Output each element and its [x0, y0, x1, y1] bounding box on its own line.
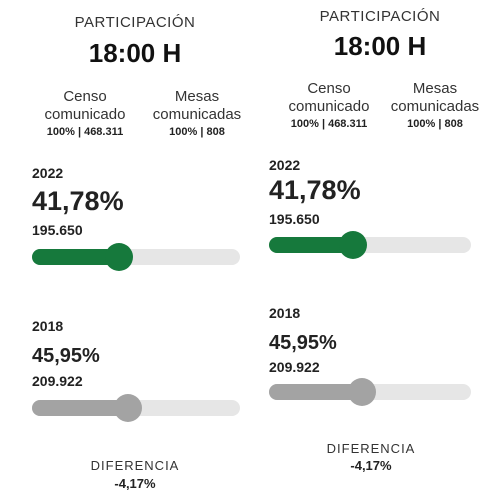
current-progress-knob — [339, 231, 367, 259]
previous-progress-knob — [114, 394, 142, 422]
mesas-label-line2: comunicadas — [390, 98, 480, 115]
censo-stat: Censo comunicado 100% | 468.311 — [264, 80, 394, 130]
mesas-label-line2: comunicadas — [152, 106, 242, 123]
participation-panel-left: PARTICIPACIÓN 18:00 H Censo comunicado 1… — [20, 14, 262, 491]
censo-value: 100% | 468.311 — [46, 126, 124, 138]
current-percent: 41,78% — [32, 186, 124, 216]
previous-progress-fill — [269, 384, 362, 400]
mesas-value: 100% | 808 — [407, 118, 463, 130]
mesas-label-line1: Mesas — [412, 80, 458, 97]
participation-time: 18:00 H — [333, 31, 427, 61]
previous-progress-fill — [32, 400, 128, 416]
previous-progress-track — [32, 394, 240, 422]
diferencia-value: -4,17% — [114, 476, 156, 491]
previous-percent: 45,95% — [269, 332, 337, 354]
previous-progress-knob — [348, 378, 376, 406]
current-year: 2022 — [32, 165, 64, 181]
censo-value: 100% | 468.311 — [290, 118, 368, 130]
previous-votes: 209.922 — [32, 373, 83, 389]
diferencia-value: -4,17% — [350, 458, 392, 473]
mesas-stat: Mesas comunicadas 100% | 808 — [370, 80, 500, 130]
current-progress-track — [32, 243, 240, 271]
current-progress-knob — [105, 243, 133, 271]
participation-title: PARTICIPACIÓN — [319, 8, 441, 25]
current-progress-fill — [269, 237, 353, 253]
diferencia-label: DIFERENCIA — [326, 441, 416, 456]
censo-label-line1: Censo — [307, 80, 351, 97]
censo-label-line2: comunicado — [288, 98, 370, 115]
previous-votes: 209.922 — [269, 359, 320, 375]
mesas-label-line1: Mesas — [174, 88, 220, 105]
current-year: 2022 — [269, 157, 301, 173]
participation-time: 18:00 H — [88, 38, 182, 68]
participation-panel-right: PARTICIPACIÓN 18:00 H Censo comunicado 1… — [262, 0, 500, 500]
previous-year: 2018 — [269, 305, 301, 321]
censo-label-line2: comunicado — [44, 106, 126, 123]
current-progress-track — [269, 231, 471, 259]
diferencia-label: DIFERENCIA — [90, 458, 180, 473]
previous-progress-track — [269, 378, 471, 406]
current-votes: 195.650 — [32, 222, 83, 238]
mesas-value: 100% | 808 — [169, 126, 225, 138]
censo-label-line1: Censo — [63, 88, 107, 105]
previous-percent: 45,95% — [32, 345, 100, 367]
censo-stat: Censo comunicado 100% | 468.311 — [20, 88, 150, 138]
current-progress-fill — [32, 249, 119, 265]
mesas-stat: Mesas comunicadas 100% | 808 — [132, 88, 262, 138]
participation-title: PARTICIPACIÓN — [74, 14, 196, 31]
current-votes: 195.650 — [269, 211, 320, 227]
current-percent: 41,78% — [269, 175, 361, 205]
previous-year: 2018 — [32, 318, 64, 334]
